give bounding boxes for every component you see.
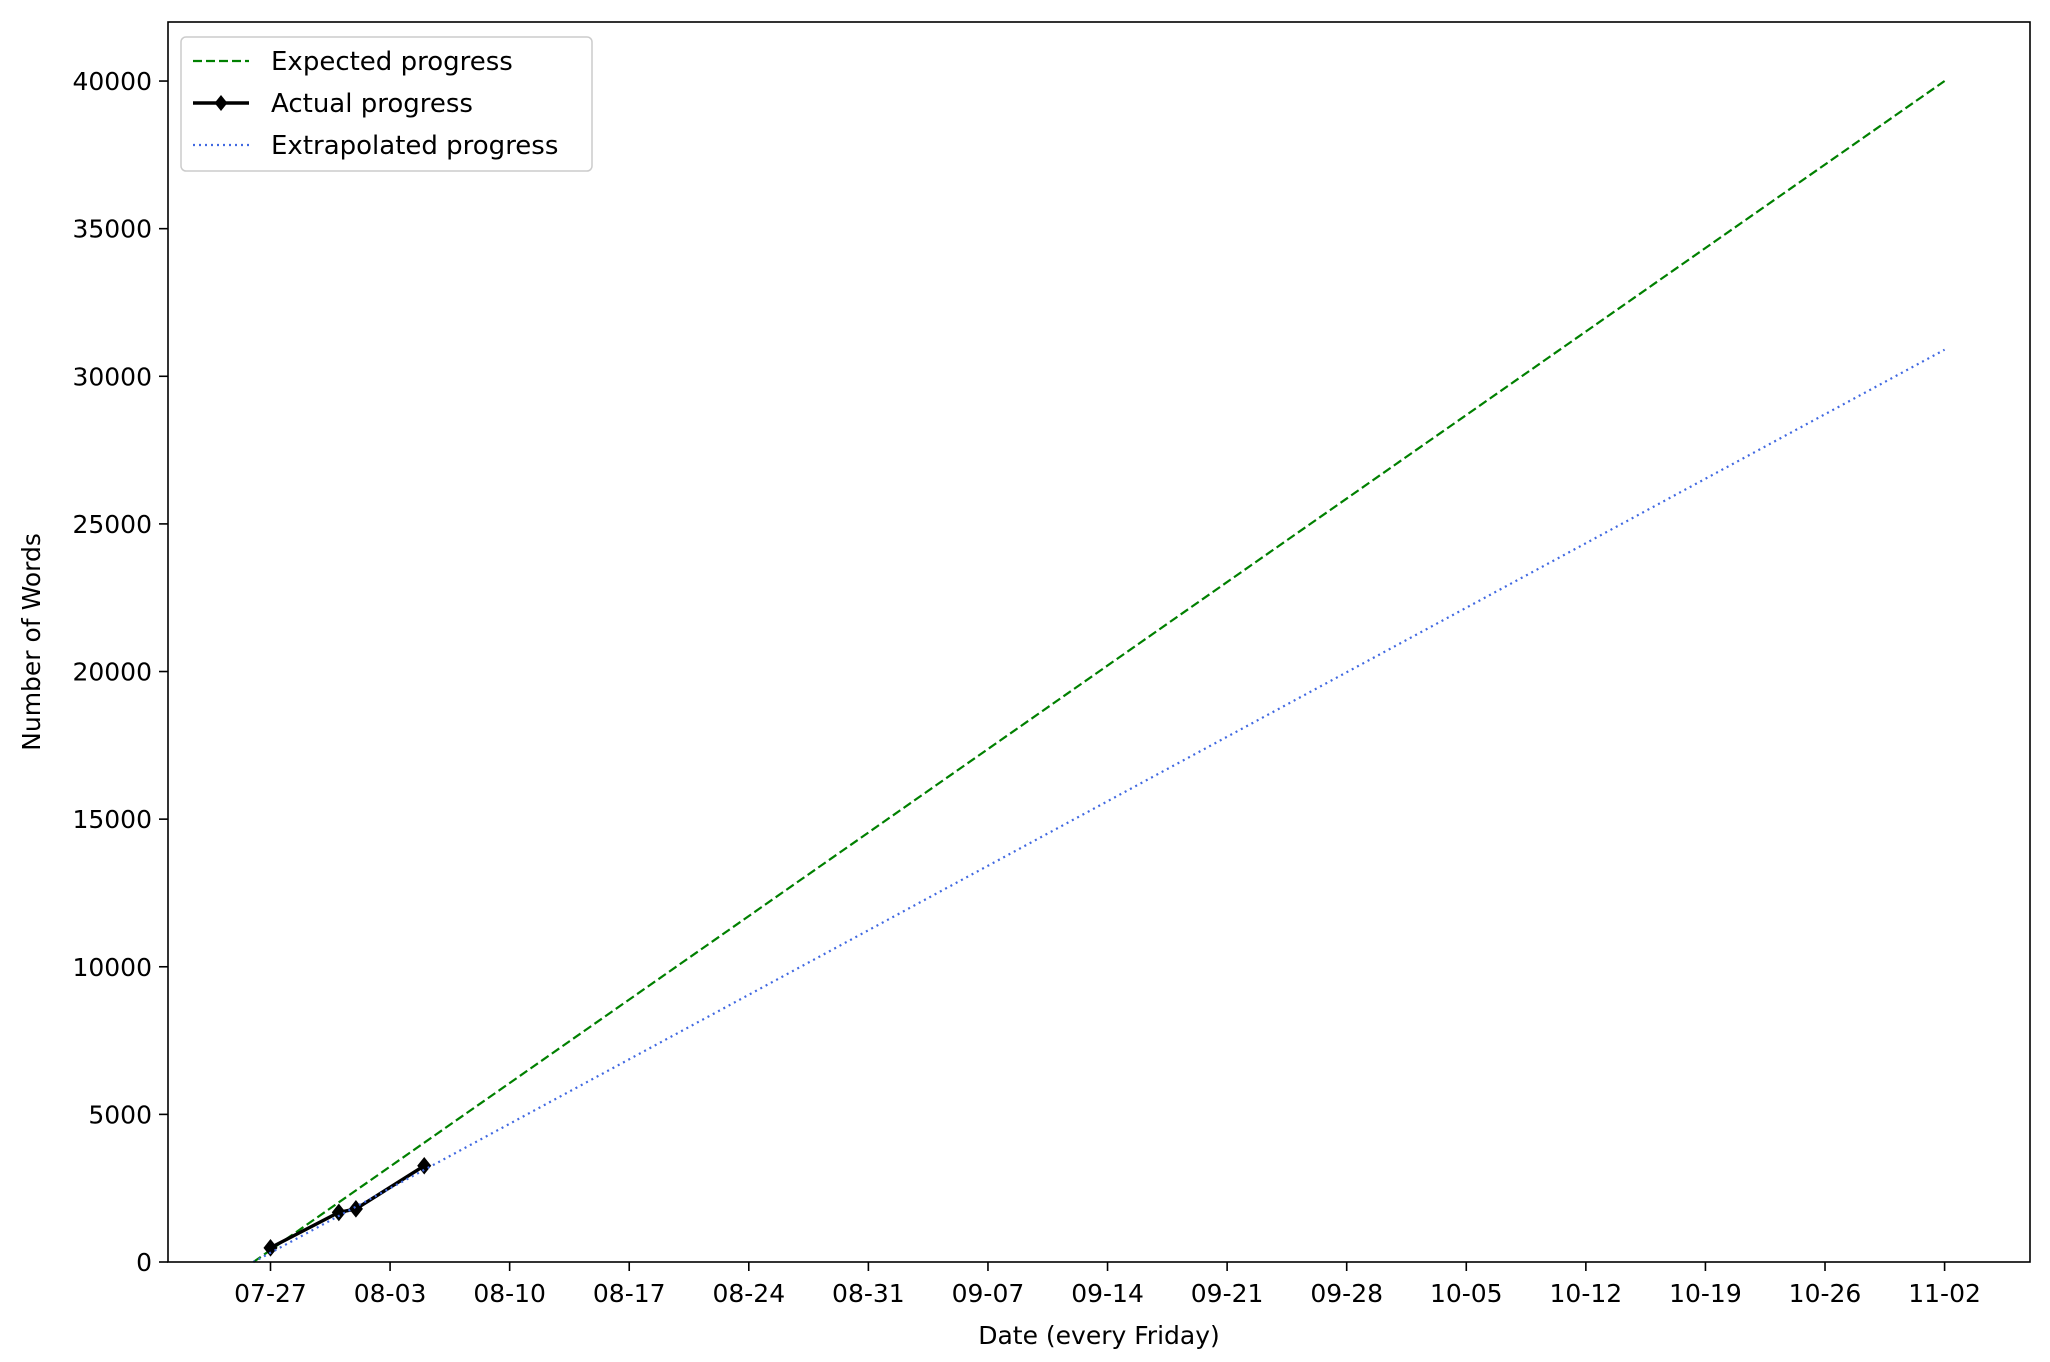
- y-tick-label: 10000: [72, 953, 152, 982]
- legend: Expected progress Actual progress Extrapol…: [180, 36, 593, 172]
- y-tick-label: 20000: [72, 658, 152, 687]
- y-axis-label: Number of Words: [17, 533, 46, 751]
- x-tick-label: 07-27: [234, 1279, 307, 1308]
- legend-box: [180, 36, 593, 172]
- y-tick-label: 35000: [72, 215, 152, 244]
- y-tick-label: 25000: [72, 510, 152, 539]
- x-tick-label: 08-31: [832, 1279, 905, 1308]
- legend-entry-label: Expected progress: [271, 47, 513, 77]
- x-tick-label: 10-12: [1550, 1279, 1623, 1308]
- y-tick-label: 40000: [72, 67, 152, 96]
- x-tick-label: 09-21: [1191, 1279, 1264, 1308]
- x-tick-label: 10-26: [1789, 1279, 1862, 1308]
- series-line-extrapolated-progress: [252, 348, 1946, 1263]
- legend-marker: [214, 95, 228, 111]
- legend-entry-label: Extrapolated progress: [271, 131, 558, 161]
- x-axis-label: Date (every Friday): [978, 1321, 1220, 1350]
- data-point-marker: [331, 1203, 346, 1222]
- x-tick-label: 08-17: [593, 1279, 666, 1308]
- y-tick-label: 0: [136, 1248, 152, 1277]
- x-tick-label: 09-14: [1071, 1279, 1144, 1308]
- data-point-marker: [417, 1156, 432, 1175]
- series-line-actual-progress: [269, 1164, 426, 1250]
- x-tick-label: 08-03: [354, 1279, 427, 1308]
- legend-entry-label: Actual progress: [271, 89, 473, 119]
- x-tick-label: 11-02: [1908, 1279, 1981, 1308]
- y-tick-label: 5000: [88, 1100, 152, 1129]
- data-point-marker: [348, 1200, 363, 1218]
- x-tick-label: 09-07: [952, 1279, 1025, 1308]
- data-point-marker: [263, 1239, 278, 1257]
- y-tick-label: 30000: [72, 362, 152, 391]
- x-tick-label: 10-19: [1669, 1279, 1742, 1308]
- x-tick-label: 10-05: [1430, 1279, 1503, 1308]
- series-line-expected-progress: [252, 80, 1946, 1263]
- y-tick-label: 15000: [72, 805, 152, 834]
- x-tick-label: 08-10: [473, 1279, 546, 1308]
- x-tick-label: 09-28: [1310, 1279, 1383, 1308]
- plot-area-frame: [167, 21, 2031, 1263]
- x-tick-label: 08-24: [712, 1279, 785, 1308]
